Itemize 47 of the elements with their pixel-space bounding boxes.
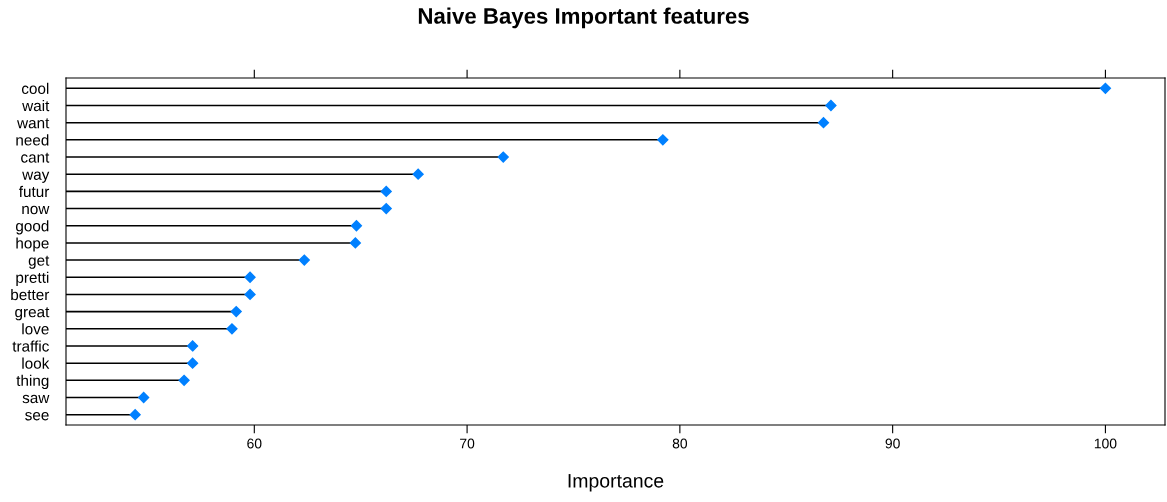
x-axis-title: Importance bbox=[568, 474, 664, 492]
y-tick-label: love bbox=[22, 323, 49, 335]
x-tick-label: 70 bbox=[460, 438, 475, 449]
y-tick-label: need bbox=[16, 134, 49, 146]
point bbox=[129, 409, 141, 421]
point bbox=[186, 357, 199, 369]
point bbox=[497, 151, 509, 163]
point bbox=[226, 323, 238, 335]
x-tick-label: 60 bbox=[247, 438, 262, 449]
y-tick-label: get bbox=[28, 255, 50, 269]
point bbox=[178, 374, 190, 386]
point bbox=[230, 306, 242, 318]
y-tick-label: hope bbox=[16, 237, 49, 252]
point bbox=[244, 288, 256, 301]
y-tick-label: cool bbox=[21, 82, 49, 94]
point bbox=[244, 271, 256, 283]
point bbox=[349, 237, 361, 249]
y-tick-label: way bbox=[22, 171, 50, 183]
y-tick-label: pretti bbox=[16, 271, 49, 286]
y-tick-label: want bbox=[17, 118, 50, 129]
point bbox=[657, 134, 669, 146]
x-tick-label: 90 bbox=[885, 438, 900, 449]
y-tick-label: cant bbox=[21, 152, 50, 163]
point bbox=[412, 168, 424, 180]
point bbox=[350, 220, 363, 232]
point bbox=[825, 99, 837, 112]
y-tick-label: thing bbox=[16, 374, 49, 390]
chart-title: Naive Bayes Important features bbox=[418, 7, 749, 29]
point bbox=[380, 202, 392, 215]
y-tick-label: see bbox=[25, 412, 49, 421]
point bbox=[186, 340, 199, 352]
x-tick-label: 80 bbox=[672, 438, 688, 449]
y-tick-label: traffic bbox=[12, 340, 49, 352]
point bbox=[817, 117, 830, 129]
y-tick-label: look bbox=[22, 357, 50, 369]
point bbox=[298, 254, 310, 266]
y-tick-label: good bbox=[15, 220, 49, 235]
point bbox=[1099, 82, 1112, 94]
y-tick-label: wait bbox=[22, 99, 50, 112]
y-tick-label: great bbox=[15, 307, 50, 321]
y-tick-label: now bbox=[22, 205, 50, 215]
point bbox=[138, 391, 150, 404]
point bbox=[380, 185, 392, 197]
y-tick-label: better bbox=[11, 288, 50, 301]
y-tick-label: saw bbox=[22, 394, 50, 404]
y-tick-label: futur bbox=[18, 185, 50, 198]
x-tick-label: 100 bbox=[1094, 438, 1117, 449]
